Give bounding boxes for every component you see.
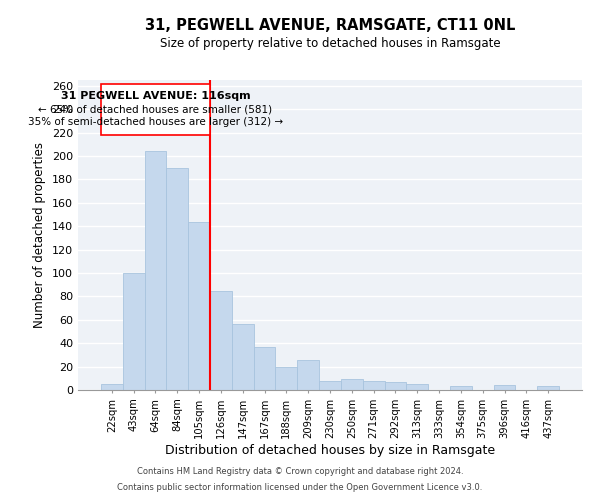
Bar [232, 324, 254, 390]
Bar [101, 384, 123, 390]
Bar [145, 152, 166, 390]
Text: 31, PEGWELL AVENUE, RAMSGATE, CT11 0NL: 31, PEGWELL AVENUE, RAMSGATE, CT11 0NL [145, 18, 515, 32]
Bar [123, 273, 145, 390]
Text: Contains HM Land Registry data © Crown copyright and database right 2024.: Contains HM Land Registry data © Crown c… [137, 467, 463, 476]
Text: Size of property relative to detached houses in Ramsgate: Size of property relative to detached ho… [160, 38, 500, 51]
Y-axis label: Number of detached properties: Number of detached properties [34, 142, 46, 328]
Bar [101, 84, 210, 135]
Bar [406, 384, 428, 390]
Bar [450, 386, 472, 390]
Bar [297, 360, 319, 390]
Bar [275, 366, 297, 390]
Text: 31 PEGWELL AVENUE: 116sqm: 31 PEGWELL AVENUE: 116sqm [61, 90, 250, 101]
Bar [363, 380, 385, 390]
Bar [537, 386, 559, 390]
Bar [385, 382, 406, 390]
Bar [494, 386, 515, 390]
Bar [210, 290, 232, 390]
Bar [319, 380, 341, 390]
Bar [188, 222, 210, 390]
X-axis label: Distribution of detached houses by size in Ramsgate: Distribution of detached houses by size … [165, 444, 495, 456]
Text: 35% of semi-detached houses are larger (312) →: 35% of semi-detached houses are larger (… [28, 118, 283, 128]
Text: ← 65% of detached houses are smaller (581): ← 65% of detached houses are smaller (58… [38, 104, 272, 115]
Bar [254, 346, 275, 390]
Bar [341, 380, 363, 390]
Text: Contains public sector information licensed under the Open Government Licence v3: Contains public sector information licen… [118, 484, 482, 492]
Bar [166, 168, 188, 390]
